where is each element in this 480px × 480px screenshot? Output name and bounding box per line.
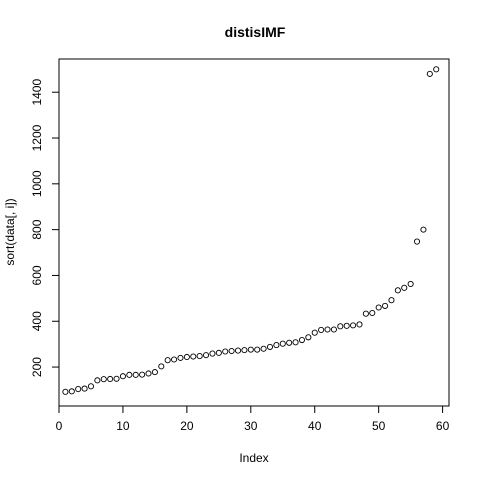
data-point <box>298 336 306 344</box>
data-point <box>196 353 203 360</box>
data-point <box>87 383 95 390</box>
data-point <box>260 345 267 352</box>
data-point <box>318 326 325 334</box>
data-point <box>190 353 197 360</box>
data-point <box>241 347 248 354</box>
data-point <box>119 373 126 380</box>
data-point <box>139 371 146 378</box>
data-point <box>75 386 82 393</box>
data-point <box>164 357 171 364</box>
y-tick-label: 1400 <box>30 79 44 106</box>
data-point <box>132 371 139 378</box>
data-point <box>426 70 433 77</box>
x-tick-label: 10 <box>116 419 130 433</box>
data-point <box>215 349 222 356</box>
data-point <box>375 304 382 311</box>
data-point <box>382 302 389 309</box>
x-tick-label: 0 <box>56 419 63 433</box>
y-tick-label: 800 <box>30 219 44 239</box>
data-point <box>369 309 376 317</box>
data-point <box>209 350 216 357</box>
data-points <box>62 66 440 395</box>
data-point <box>177 354 184 361</box>
x-tick-label: 40 <box>308 419 322 433</box>
data-point <box>158 363 165 370</box>
y-axis-label: sort(data[, i]) <box>3 198 17 265</box>
data-point <box>247 346 254 353</box>
data-point <box>362 310 369 317</box>
data-point <box>151 369 158 376</box>
data-point <box>113 375 120 382</box>
data-point <box>273 342 280 349</box>
data-point <box>356 321 363 328</box>
y-axis: 200 400 600 800 1000 1200 1400 <box>30 79 60 377</box>
data-point <box>311 329 318 336</box>
data-point <box>145 370 152 377</box>
data-point <box>420 226 427 233</box>
x-axis: 0 10 20 30 40 50 60 <box>56 405 450 433</box>
data-point <box>305 334 312 341</box>
data-point <box>171 356 178 363</box>
data-point <box>228 347 235 355</box>
data-point <box>413 238 421 245</box>
data-point <box>100 376 107 383</box>
x-tick-label: 20 <box>180 419 194 433</box>
data-point <box>337 323 344 330</box>
data-point <box>407 280 414 287</box>
data-point <box>343 322 350 329</box>
data-point <box>401 284 408 291</box>
data-point <box>292 339 299 346</box>
data-point <box>433 66 440 73</box>
data-point <box>68 388 75 395</box>
x-tick-label: 30 <box>244 419 258 433</box>
data-point <box>126 371 133 378</box>
x-tick-label: 50 <box>372 419 386 433</box>
x-axis-label: Index <box>239 451 268 465</box>
y-tick-label: 600 <box>30 265 44 285</box>
data-point <box>279 340 286 347</box>
data-point <box>62 388 69 395</box>
y-tick-label: 1000 <box>30 170 44 197</box>
data-point <box>330 326 337 333</box>
data-point <box>350 322 357 329</box>
data-point <box>254 346 261 353</box>
y-tick-label: 1200 <box>30 124 44 151</box>
data-point <box>183 353 190 361</box>
data-point <box>202 352 210 359</box>
y-tick-label: 400 <box>30 311 44 331</box>
x-tick-label: 60 <box>436 419 450 433</box>
data-point <box>394 287 401 294</box>
data-point <box>388 297 395 304</box>
chart-title: distisIMF <box>225 24 286 40</box>
data-point <box>266 343 274 350</box>
data-point <box>81 385 88 392</box>
data-point <box>94 377 101 384</box>
data-point <box>107 375 114 383</box>
plot-box <box>58 58 450 407</box>
data-point <box>286 339 293 346</box>
y-tick-label: 200 <box>30 357 44 377</box>
data-point <box>324 326 331 333</box>
data-point <box>222 348 229 355</box>
data-point <box>234 347 242 354</box>
